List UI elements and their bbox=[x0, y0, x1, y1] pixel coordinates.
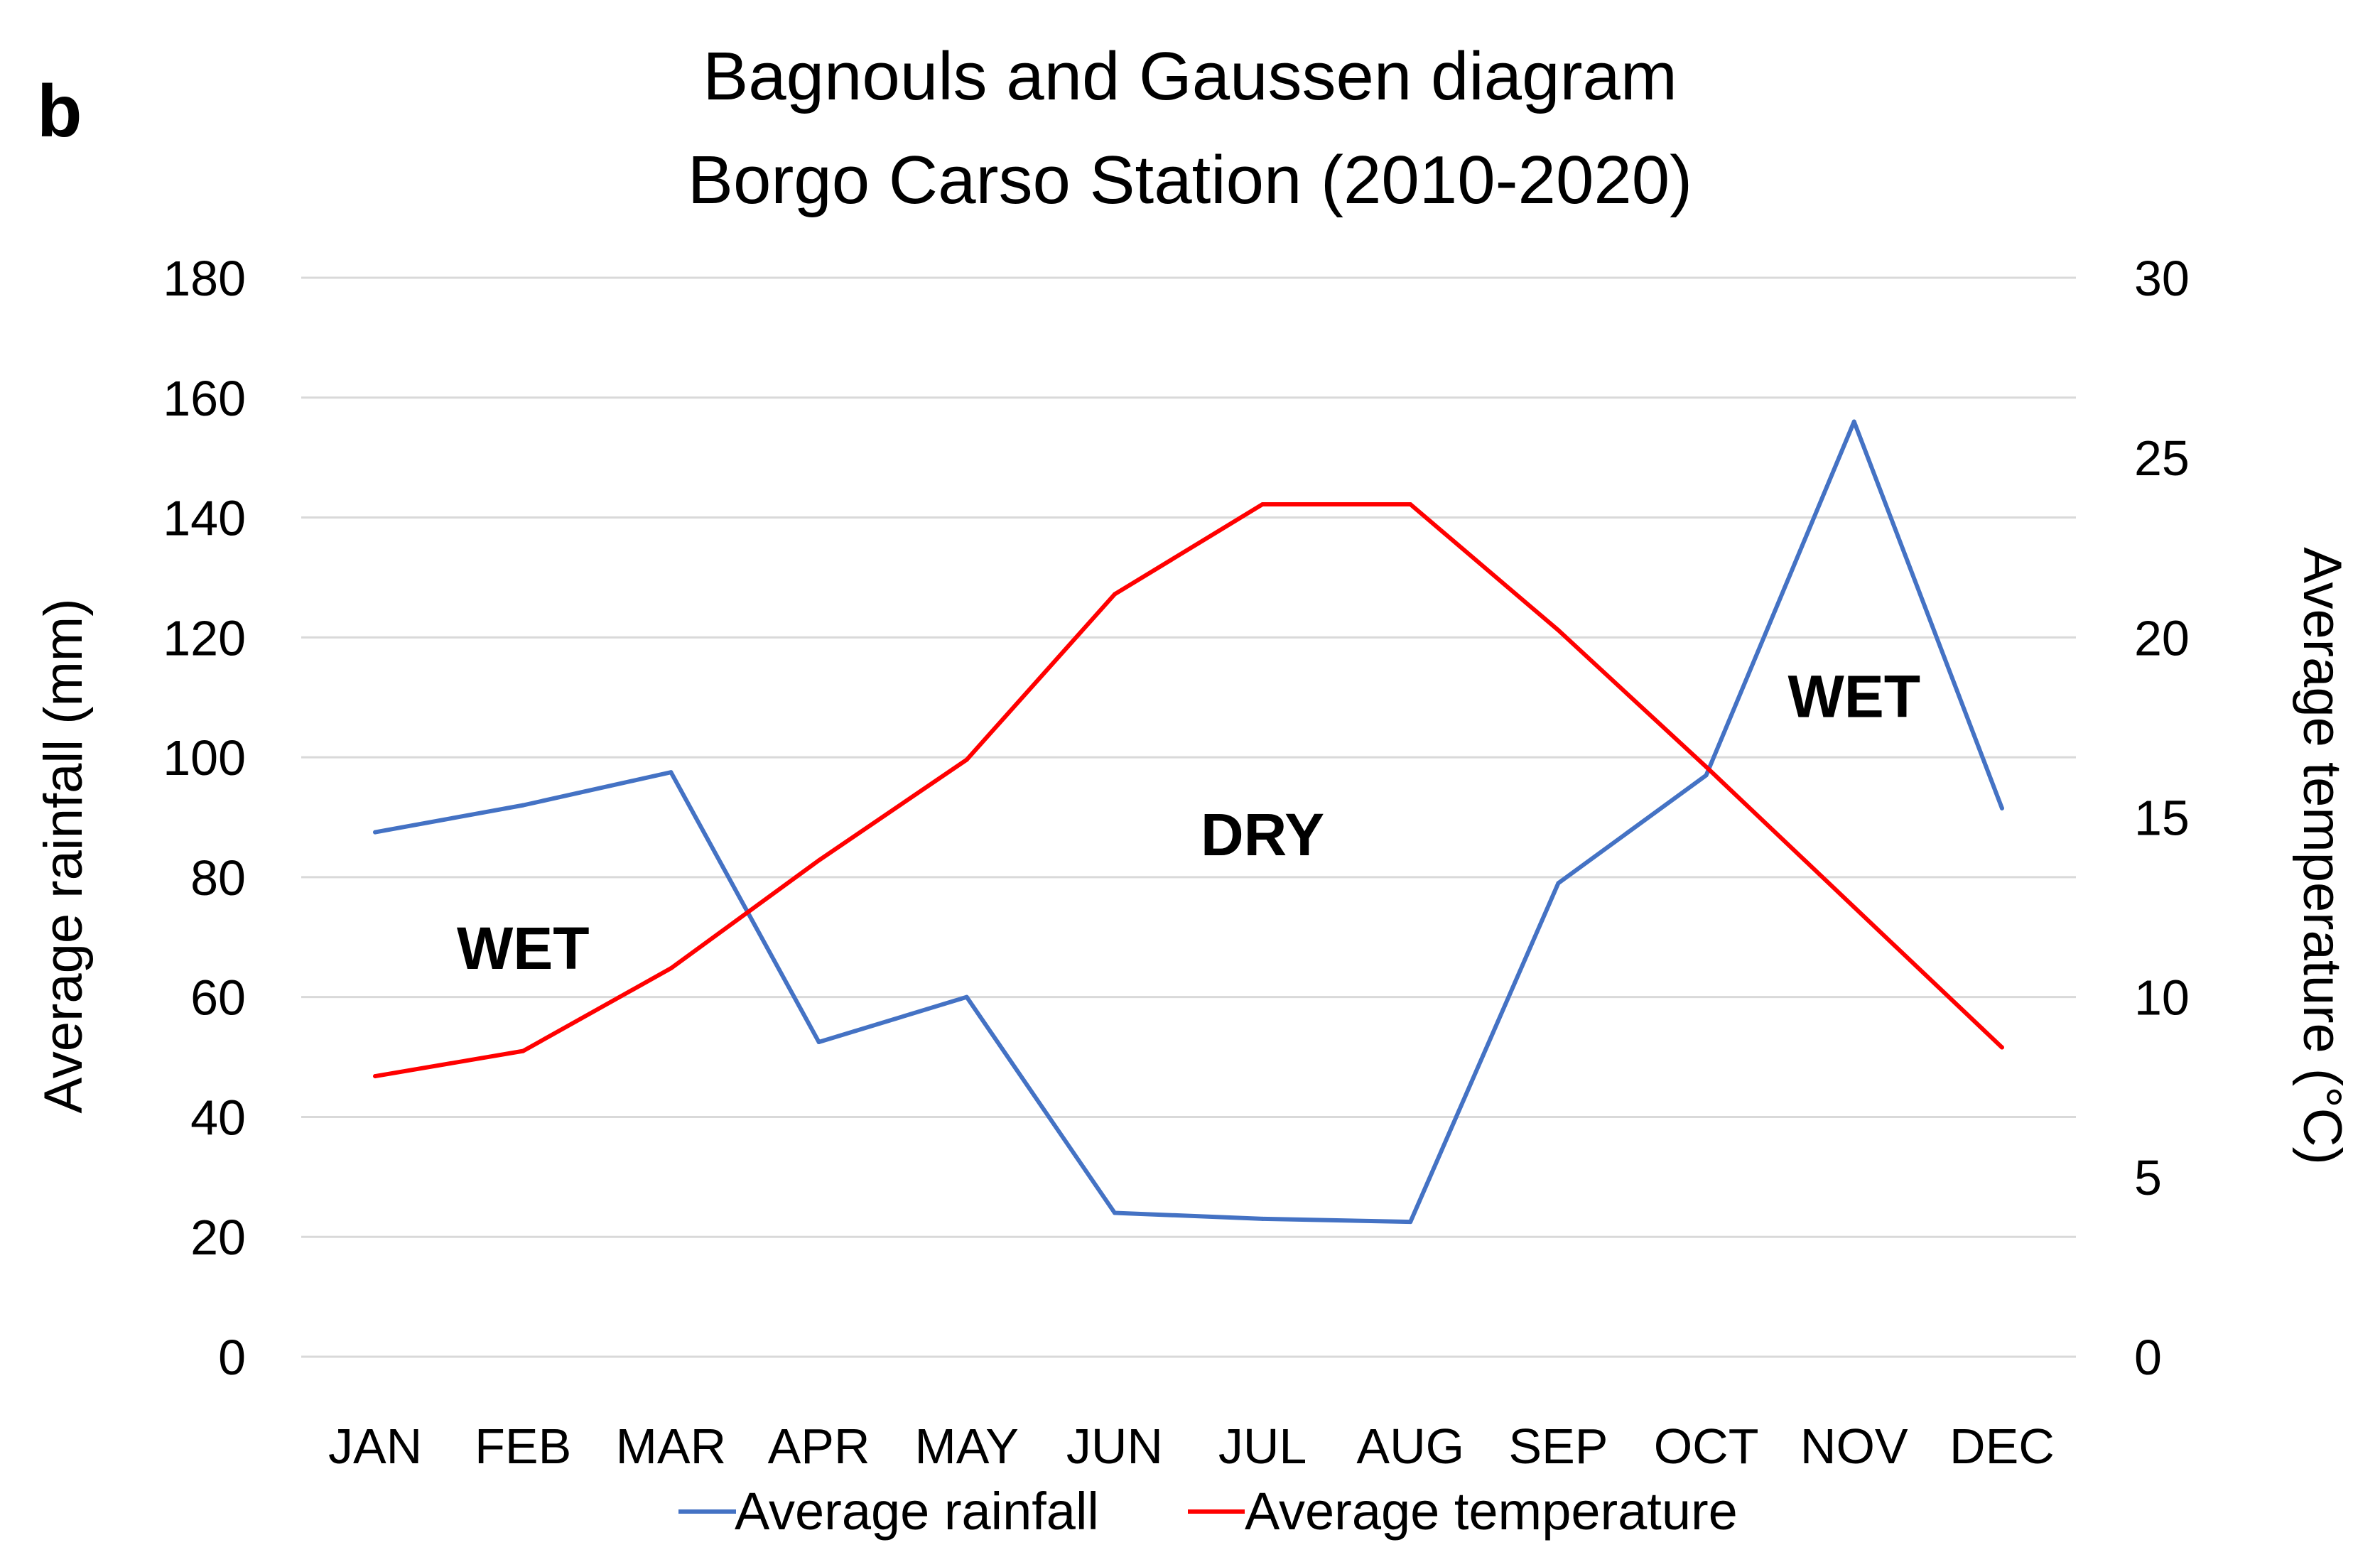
data-point bbox=[521, 1048, 526, 1053]
region-label: DRY bbox=[1201, 801, 1324, 868]
right-axis-ticks: 0 5 10 15 20 25 30 bbox=[2134, 251, 2190, 1385]
data-point bbox=[1999, 1045, 2004, 1050]
data-point bbox=[1408, 501, 1413, 506]
data-point bbox=[816, 858, 821, 863]
data-point bbox=[1112, 592, 1117, 597]
left-axis-ticks: 0 20 40 60 80 100 120 140 160 180 bbox=[163, 251, 246, 1385]
left-tick-label: 120 bbox=[163, 610, 246, 666]
region-label: WET bbox=[457, 915, 590, 982]
region-label: WET bbox=[1787, 663, 1920, 730]
data-point bbox=[521, 803, 526, 808]
right-axis-title: Average temperature (°C) bbox=[2292, 547, 2352, 1165]
category-label: OCT bbox=[1654, 1419, 1759, 1474]
category-label: SEP bbox=[1508, 1419, 1608, 1474]
data-point bbox=[373, 830, 378, 835]
data-point bbox=[1408, 1220, 1413, 1225]
left-axis-title: Average rainfall (mm) bbox=[33, 598, 94, 1113]
left-tick-label: 100 bbox=[163, 730, 246, 786]
data-point bbox=[816, 1039, 821, 1044]
data-point bbox=[1260, 1216, 1265, 1221]
right-tick-label: 25 bbox=[2134, 430, 2190, 486]
data-point bbox=[1112, 1210, 1117, 1215]
category-label: FEB bbox=[475, 1419, 571, 1474]
left-tick-label: 20 bbox=[190, 1210, 246, 1265]
category-label: JUL bbox=[1218, 1419, 1307, 1474]
category-label: MAR bbox=[616, 1419, 727, 1474]
right-tick-label: 20 bbox=[2134, 610, 2190, 666]
data-point bbox=[1999, 806, 2004, 810]
left-tick-label: 80 bbox=[190, 850, 246, 906]
category-label: JAN bbox=[328, 1419, 422, 1474]
data-point bbox=[1556, 628, 1561, 633]
data-point bbox=[964, 994, 969, 999]
series-lines bbox=[373, 419, 2004, 1225]
category-label: JUN bbox=[1066, 1419, 1163, 1474]
legend-label-average-temperature: Average temperature bbox=[1245, 1482, 1738, 1541]
legend: Average rainfall Average temperature bbox=[678, 1482, 1738, 1541]
series-line-average-temperature bbox=[373, 501, 2004, 1079]
left-tick-label: 180 bbox=[163, 251, 246, 306]
right-tick-label: 30 bbox=[2134, 251, 2190, 306]
category-label: NOV bbox=[1800, 1419, 1908, 1474]
legend-label-average-rainfall: Average rainfall bbox=[735, 1482, 1099, 1541]
chart-title: Bagnouls and Gaussen diagram bbox=[703, 38, 1677, 114]
data-point bbox=[1704, 773, 1709, 778]
right-tick-label: 10 bbox=[2134, 970, 2190, 1026]
left-tick-label: 0 bbox=[218, 1330, 246, 1385]
right-tick-label: 0 bbox=[2134, 1330, 2162, 1385]
series-line-average-rainfall bbox=[373, 419, 2004, 1225]
right-tick-label: 15 bbox=[2134, 791, 2190, 846]
category-label: DEC bbox=[1949, 1419, 2055, 1474]
data-point bbox=[669, 966, 674, 971]
left-tick-label: 60 bbox=[190, 970, 246, 1026]
data-point bbox=[1704, 764, 1709, 769]
left-tick-label: 160 bbox=[163, 371, 246, 426]
left-tick-label: 140 bbox=[163, 491, 246, 546]
data-point bbox=[1851, 419, 1856, 424]
category-label: AUG bbox=[1356, 1419, 1464, 1474]
data-point bbox=[373, 1074, 378, 1079]
data-point bbox=[1851, 905, 1856, 910]
category-label: APR bbox=[768, 1419, 870, 1474]
chart-subtitle: Borgo Carso Station (2010-2020) bbox=[688, 142, 1692, 218]
data-point bbox=[964, 757, 969, 762]
data-point bbox=[1260, 501, 1265, 506]
left-tick-label: 40 bbox=[190, 1090, 246, 1145]
data-point bbox=[669, 770, 674, 775]
data-point bbox=[1556, 881, 1561, 886]
right-tick-label: 5 bbox=[2134, 1150, 2162, 1205]
gridlines bbox=[301, 276, 2076, 1358]
x-axis-categories: JAN FEB MAR APR MAY JUN JUL AUG SEP OCT NOV DEC bbox=[328, 1419, 2055, 1474]
panel-label: b bbox=[37, 70, 82, 153]
category-label: MAY bbox=[915, 1419, 1019, 1474]
region-annotations: WET DRY WET bbox=[457, 663, 1920, 982]
